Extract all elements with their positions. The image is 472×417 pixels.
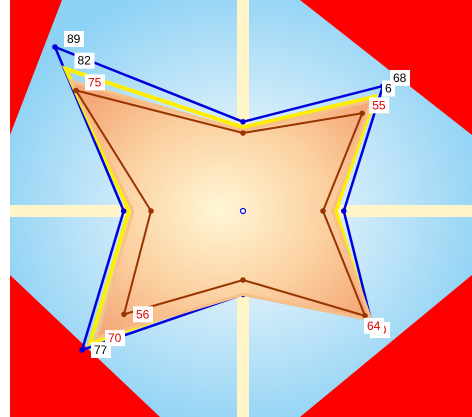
data-label: 75 — [88, 75, 102, 89]
series-2-label: 6 — [382, 80, 395, 97]
data-label-background — [382, 80, 395, 97]
data-label-background — [64, 31, 84, 47]
series-4-point — [148, 208, 154, 214]
series-4-label: 75 — [85, 74, 105, 91]
data-label: 77 — [94, 343, 108, 357]
data-label-background — [369, 97, 390, 114]
data-label: 70 — [108, 331, 122, 345]
data-label: 6 — [385, 82, 392, 96]
series-4-point — [240, 130, 246, 136]
data-label: 89 — [67, 32, 81, 46]
series-4-point — [362, 313, 368, 319]
data-label-background — [74, 52, 95, 69]
series-4-label: 56 — [133, 306, 153, 323]
data-label: 64 — [367, 319, 381, 333]
data-label: 55 — [372, 98, 386, 112]
series-1-point — [240, 119, 246, 125]
series-4-label: 55 — [369, 97, 390, 114]
data-label-background — [105, 330, 125, 347]
series-4-point — [240, 277, 246, 283]
data-label-background — [85, 74, 105, 91]
center-point — [239, 207, 247, 215]
series-4-point — [121, 311, 127, 318]
data-label-background — [133, 306, 153, 323]
series-4-point — [73, 87, 79, 94]
series-4-label: 64 — [364, 317, 384, 334]
series-1-point — [79, 347, 85, 353]
data-label-background — [364, 317, 384, 334]
series-3-label: 70 — [105, 330, 125, 347]
series-1-point — [341, 208, 347, 214]
data-label: 82 — [78, 54, 92, 68]
data-label: 56 — [136, 307, 150, 321]
series-1-point — [52, 44, 58, 50]
series-1-label: 89 — [64, 31, 84, 47]
series-4-point — [359, 110, 366, 117]
series-2-label: 82 — [74, 52, 95, 69]
data-label: 68 — [393, 71, 407, 85]
series-1-point — [120, 208, 127, 214]
series-4-point — [320, 208, 326, 214]
